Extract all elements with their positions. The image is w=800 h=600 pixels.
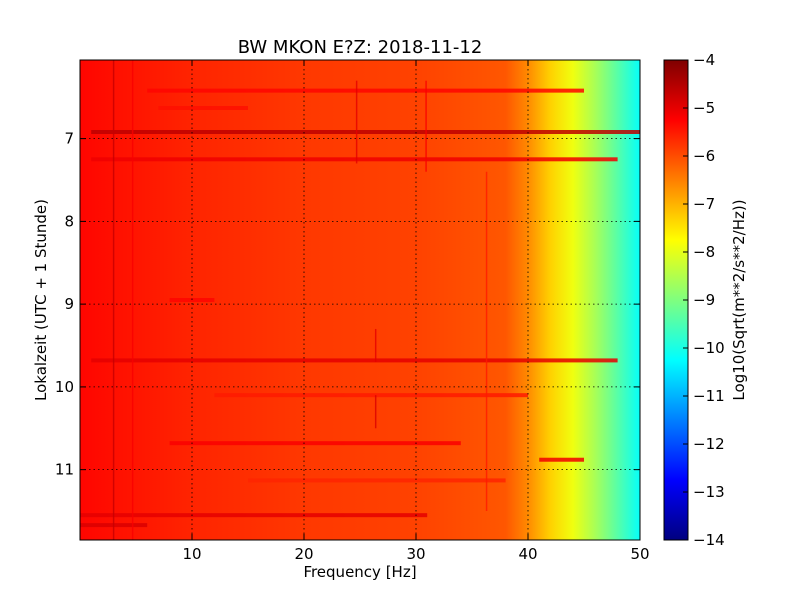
heatmap-band [214,393,528,398]
colorbar-ticks: −4 −5 −6 −7 −8 −9 −10 −11 −12 −13 −14 [683,51,725,549]
x-tick-label: 20 [294,545,313,563]
x-tick-label: 10 [182,545,201,563]
y-tick-label: 10 [55,378,74,396]
colorbar: −4 −5 −6 −7 −8 −9 −10 −11 −12 −13 −14 [663,51,725,549]
colorbar-tick-label: −14 [693,531,725,549]
colorbar-tick-label: −11 [693,387,725,405]
colorbar-tick-label: −6 [693,147,715,165]
heatmap-band [169,441,461,446]
colorbar-tick-label: −5 [693,99,715,117]
x-tick-label: 50 [630,545,649,563]
plot-frame [79,59,641,541]
y-axis-ticks: 7 8 9 10 11 [55,130,640,479]
heatmap-band [91,157,618,162]
colorbar-tick-label: −8 [693,243,715,261]
colorbar-tick-label: −7 [693,195,715,213]
grid-lines [80,60,640,540]
y-tick-label: 9 [64,295,74,313]
heatmap-features [80,60,640,540]
heatmap-band [147,88,584,93]
y-tick-label: 11 [55,461,74,479]
y-tick-label: 8 [64,212,74,230]
heatmap-band [91,130,640,134]
y-axis-label: Lokalzeit (UTC + 1 Stunde) [32,199,50,401]
chart-title: BW MKON E?Z: 2018-11-12 [238,37,483,58]
y-tick-label: 7 [64,130,74,148]
colorbar-tick-label: −4 [693,51,715,69]
heatmap-band [158,106,248,110]
colorbar-tick-label: −12 [693,435,725,453]
colorbar-tick-label: −9 [693,291,715,309]
heatmap-band [539,457,584,462]
heatmap-band [91,358,618,363]
plot-area: 10 20 30 40 50 7 8 9 10 11 [55,59,650,563]
x-axis-ticks: 10 20 30 40 50 [182,60,650,563]
colorbar-tick-label: −10 [693,339,725,357]
x-tick-label: 30 [406,545,425,563]
x-tick-label: 40 [518,545,537,563]
heatmap-band [248,478,506,483]
heatmap-band [80,513,428,518]
colorbar-label: Log10(Sqrt(m**2/s**2/Hz)) [730,199,748,400]
colorbar-tick-label: −13 [693,483,725,501]
x-axis-label: Frequency [Hz] [303,563,416,581]
